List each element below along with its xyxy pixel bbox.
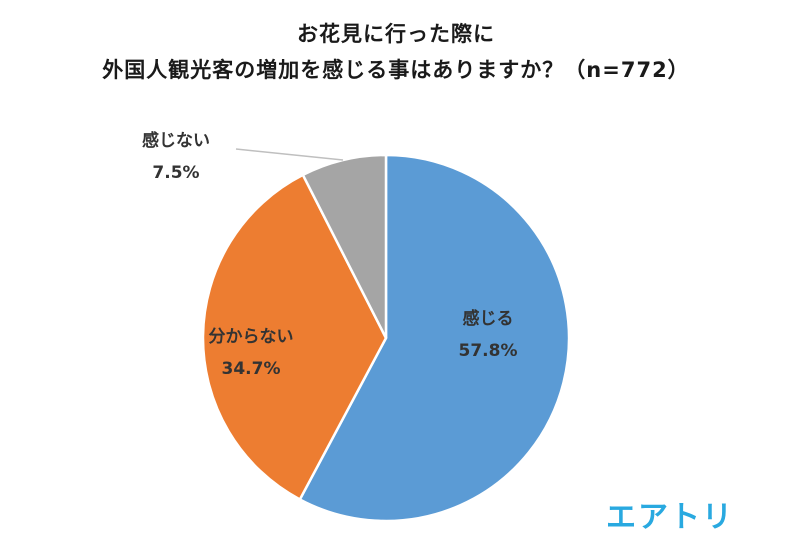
- chart-title-line-1: お花見に行った際に: [297, 22, 495, 46]
- slice-category-label: 感じない: [142, 130, 210, 151]
- pie-slice-3: [301, 153, 388, 339]
- chart-title-line-2: 外国人観光客の増加を感じる事はありますか？（n=772）: [102, 58, 690, 82]
- brand-logo: エアトリ: [606, 500, 734, 535]
- leader-line: [235, 148, 344, 161]
- pie-slice-2: [201, 173, 388, 502]
- pie-labels: 感じる 57.8% 分からない 34.7% 感じない 7.5%: [142, 130, 517, 379]
- slice-category-label: 感じる: [463, 308, 514, 329]
- slice-value-label: 57.8%: [459, 341, 518, 361]
- slice-value-label: 34.7%: [222, 359, 281, 379]
- pie-slice-1: [298, 153, 571, 523]
- slice-value-label: 7.5%: [152, 163, 199, 183]
- pie-slices: [201, 153, 571, 523]
- slice-category-label: 分からない: [209, 327, 294, 347]
